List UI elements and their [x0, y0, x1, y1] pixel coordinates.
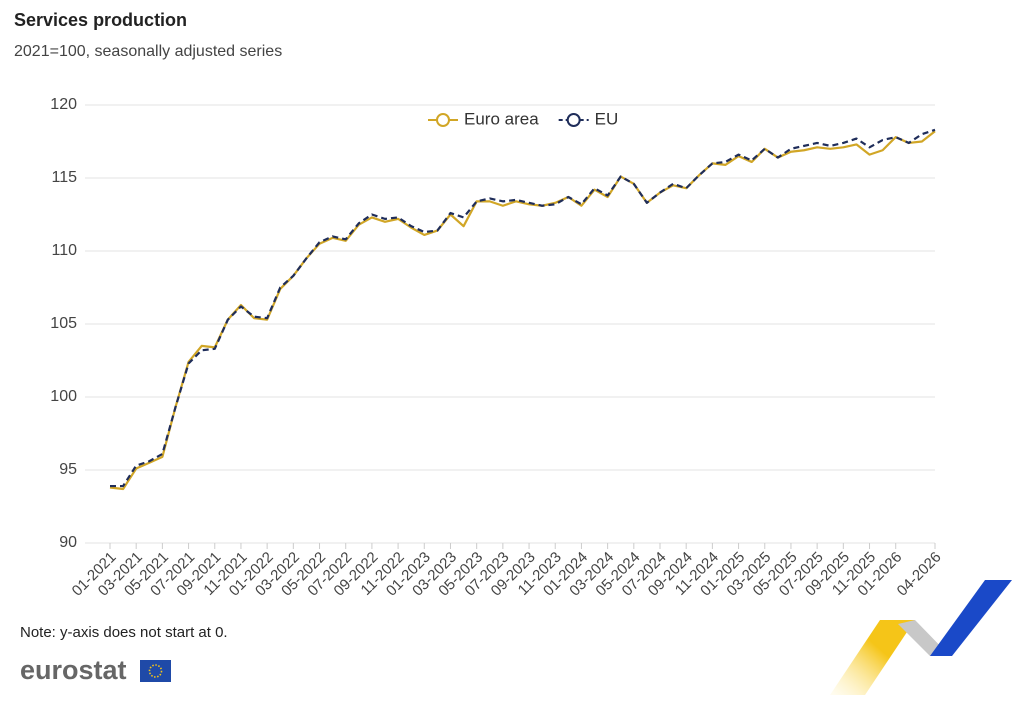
legend-label: EU: [595, 109, 619, 128]
legend-marker: [566, 113, 581, 127]
legend-label: Euro area: [464, 109, 539, 128]
logo-text: eurostat: [20, 655, 127, 685]
y-tick-label: 120: [50, 96, 77, 113]
y-tick-label: 110: [51, 242, 77, 259]
series-line: [110, 128, 936, 488]
flag-stars: [148, 664, 163, 678]
series-line: [109, 130, 936, 491]
chart-subtitle: 2021=100, seasonally adjusted series: [14, 43, 282, 60]
legend: Euro area EU: [428, 109, 618, 128]
bta-logo: [830, 580, 1012, 695]
eurostat-logo: eurostat: [20, 655, 171, 685]
chart-title: Services production: [14, 10, 187, 30]
y-tick-label: 105: [50, 315, 77, 332]
y-tick-label: 100: [50, 388, 77, 405]
y-tick-label: 95: [59, 461, 77, 478]
legend-marker: [436, 113, 450, 127]
y-tick-label: 115: [51, 169, 77, 186]
eu-flag: [140, 660, 171, 682]
note: Note: y-axis does not start at 0.: [20, 624, 228, 641]
logo-blue: [930, 580, 1012, 656]
y-tick-label: 90: [59, 534, 77, 551]
x-tick-label: 04-2026: [894, 549, 945, 600]
logo-yellow: [830, 620, 915, 695]
